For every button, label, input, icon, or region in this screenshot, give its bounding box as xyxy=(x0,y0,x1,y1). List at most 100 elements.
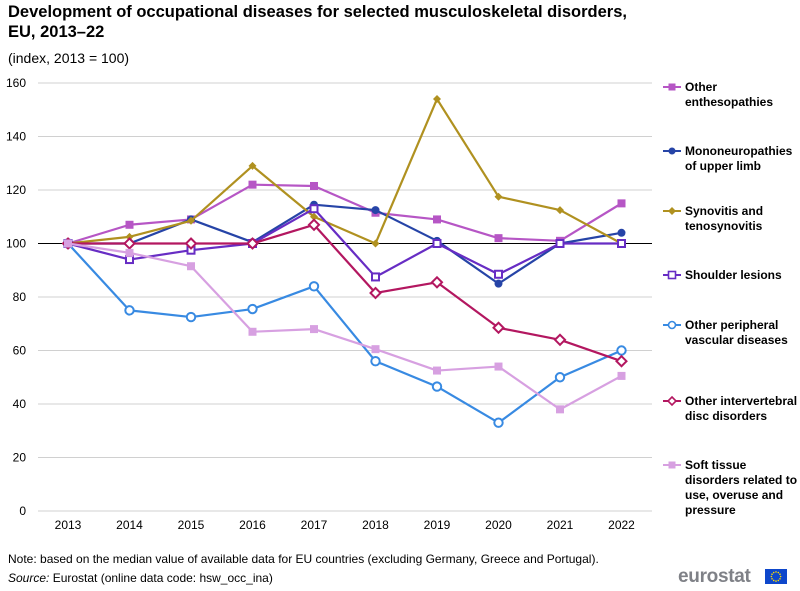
chart-subtitle: (index, 2013 = 100) xyxy=(8,50,130,66)
data-point xyxy=(617,199,626,208)
data-point xyxy=(310,212,318,221)
data-point xyxy=(369,286,382,300)
data-point xyxy=(125,232,134,241)
y-tick-label: 100 xyxy=(6,237,26,251)
legend-swatch-icon xyxy=(663,207,681,215)
data-point xyxy=(125,220,134,229)
y-tick-label: 60 xyxy=(13,344,27,358)
legend-label: Soft tissue disorders related to use, ov… xyxy=(685,458,798,517)
legend-label: Mononeuropathies of upper limb xyxy=(685,144,793,173)
data-point xyxy=(615,354,628,368)
series-line-2 xyxy=(68,203,622,285)
data-point xyxy=(555,239,565,248)
x-tick-label: 2021 xyxy=(547,518,574,532)
x-tick-label: 2017 xyxy=(301,518,328,532)
legend-label: Synovitis and tenosynovitis xyxy=(685,204,764,233)
source-label: Source: xyxy=(8,571,50,585)
data-point xyxy=(248,327,257,336)
series-line-5 xyxy=(67,242,622,424)
chart-title: Development of occupational diseases for… xyxy=(8,3,627,41)
data-point xyxy=(617,228,626,237)
series-line-6 xyxy=(68,223,622,363)
series-line-4 xyxy=(67,207,622,279)
data-point xyxy=(371,345,380,354)
eurostat-logo[interactable]: eurostat xyxy=(678,566,751,587)
data-point xyxy=(493,417,504,428)
legend-label: Shoulder lesions xyxy=(685,268,782,282)
data-point xyxy=(494,192,503,201)
data-point xyxy=(248,161,257,170)
data-point xyxy=(310,325,318,334)
y-tick-label: 0 xyxy=(19,504,26,518)
x-tick-label: 2019 xyxy=(424,518,451,532)
data-point xyxy=(124,305,135,316)
legend-swatch-icon xyxy=(663,270,681,280)
data-point xyxy=(371,272,380,282)
y-tick-label: 120 xyxy=(6,183,26,197)
data-point xyxy=(187,216,195,225)
data-point xyxy=(494,279,503,288)
data-point xyxy=(123,237,136,250)
series-line-7 xyxy=(67,242,623,411)
data-point xyxy=(187,262,195,271)
data-point xyxy=(433,215,441,224)
legend-swatch-icon xyxy=(663,147,681,155)
legend-label: Other enthesopathies xyxy=(685,80,774,109)
data-point xyxy=(617,371,626,380)
data-point xyxy=(430,275,444,289)
data-point xyxy=(371,206,380,215)
data-point xyxy=(246,237,259,250)
eu-stars-icon xyxy=(770,571,782,582)
data-point xyxy=(371,239,380,248)
data-point xyxy=(185,311,197,323)
legend-label: Other peripheral vascular diseases xyxy=(685,318,788,347)
y-tick-label: 140 xyxy=(6,130,26,144)
data-point xyxy=(125,255,134,265)
data-point xyxy=(556,206,564,215)
data-point xyxy=(310,181,318,190)
legend-swatch-icon xyxy=(663,320,681,330)
legend-swatch-icon xyxy=(663,461,681,469)
data-point xyxy=(431,381,443,392)
data-point xyxy=(554,372,566,383)
data-point xyxy=(556,405,564,414)
data-point xyxy=(370,356,381,367)
data-point xyxy=(617,239,626,248)
data-point xyxy=(308,281,320,292)
data-point xyxy=(433,95,441,104)
data-point xyxy=(553,333,567,347)
data-point xyxy=(433,366,441,375)
source-line: Source: Eurostat (online data code: hsw_… xyxy=(8,571,273,585)
data-point xyxy=(307,218,321,232)
data-point xyxy=(309,204,319,214)
legend-label: Other intervertebral disc disorders xyxy=(685,394,798,423)
legend-swatch-icon xyxy=(663,83,681,91)
source-text: Eurostat (online data code: hsw_occ_ina) xyxy=(49,571,273,585)
x-tick-label: 2014 xyxy=(116,518,143,532)
data-point xyxy=(125,248,134,257)
y-tick-label: 40 xyxy=(13,397,27,411)
x-tick-label: 2018 xyxy=(362,518,389,532)
data-point xyxy=(184,237,198,250)
x-tick-label: 2013 xyxy=(55,518,82,532)
data-point xyxy=(494,269,503,279)
data-point xyxy=(616,345,627,356)
data-point xyxy=(248,180,257,189)
y-tick-label: 80 xyxy=(13,290,27,304)
data-point xyxy=(494,362,503,371)
series-line-1 xyxy=(67,183,623,245)
x-tick-label: 2020 xyxy=(485,518,512,532)
x-tick-label: 2022 xyxy=(608,518,635,532)
series-line-3 xyxy=(67,97,623,245)
x-tick-label: 2016 xyxy=(239,518,266,532)
footnote: Note: based on the median value of avail… xyxy=(8,552,599,566)
data-point xyxy=(432,239,442,248)
y-tick-label: 20 xyxy=(13,451,27,465)
data-point xyxy=(492,321,505,335)
x-tick-label: 2015 xyxy=(178,518,205,532)
legend-swatch-icon xyxy=(663,395,681,407)
eu-flag-icon xyxy=(765,569,787,584)
y-tick-label: 160 xyxy=(6,76,26,90)
data-point xyxy=(64,239,72,248)
